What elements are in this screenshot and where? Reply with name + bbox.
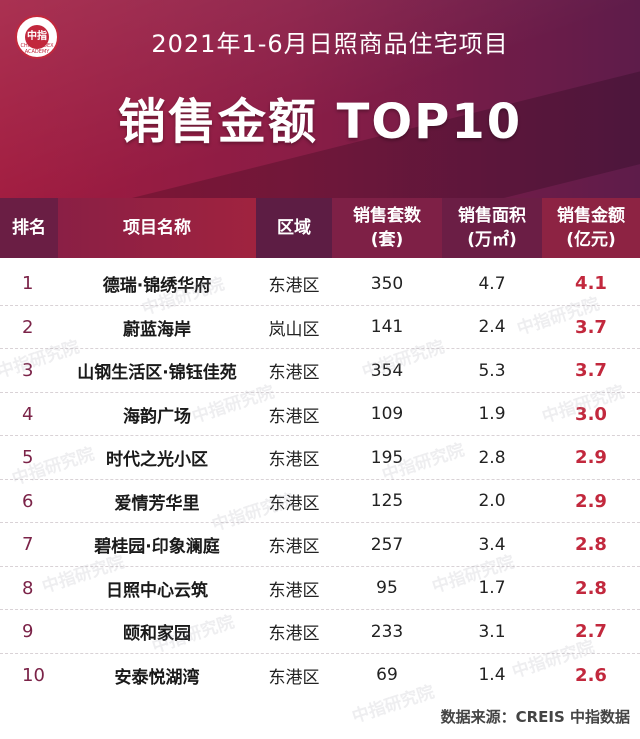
row-divider — [0, 478, 640, 480]
district-cell: 东港区 — [268, 537, 320, 558]
units-cell: 141 — [370, 317, 404, 338]
row-divider — [0, 609, 640, 610]
district-cell: 东港区 — [268, 493, 320, 514]
project-name-cell: 爱情芳华里 — [114, 493, 200, 514]
logo-emblem: 中指 — [25, 25, 49, 49]
rank-cell: 4 — [22, 403, 34, 425]
units-cell: 233 — [370, 621, 404, 642]
district-cell: 东港区 — [268, 406, 320, 427]
column-header-district: 区域 — [256, 198, 332, 258]
column-header-amount: 销售金额 (亿元) — [542, 198, 640, 258]
rank-cell: 9 — [22, 621, 34, 643]
district-cell: 东港区 — [268, 450, 320, 471]
area-cell: 2.8 — [478, 447, 506, 468]
units-cell: 125 — [370, 491, 404, 512]
row-divider — [0, 435, 640, 436]
amount-cell: 2.8 — [575, 534, 607, 556]
title-banner: 中指 CHINA INDEX ACADEMY 2021年1-6月日照商品住宅项目… — [0, 0, 640, 198]
amount-cell: 2.6 — [575, 664, 607, 686]
units-cell: 95 — [376, 578, 398, 599]
rank-cell: 2 — [22, 316, 34, 338]
table-row: 8 日照中心云筑 东港区 95 1.7 2.8 — [0, 567, 640, 610]
district-cell: 东港区 — [268, 363, 320, 384]
china-index-academy-logo: 中指 CHINA INDEX ACADEMY — [15, 15, 59, 59]
area-cell: 1.7 — [478, 578, 506, 599]
rank-cell: 7 — [22, 534, 34, 556]
project-name-cell: 德瑞·锦绣华府 — [102, 276, 212, 297]
amount-cell: 2.9 — [575, 490, 607, 512]
area-cell: 5.3 — [478, 360, 506, 381]
column-header-name: 项目名称 — [58, 198, 256, 258]
rank-cell: 3 — [22, 360, 34, 382]
table-row: 7 碧桂园·印象澜庭 东港区 257 3.4 2.8 — [0, 523, 640, 567]
units-cell: 350 — [370, 273, 404, 294]
data-source: 数据来源：CREIS 中指数据 — [440, 708, 630, 726]
column-header-area: 销售面积 (万㎡) — [442, 198, 542, 258]
project-name-cell: 碧桂园·印象澜庭 — [94, 537, 220, 558]
logo-caption: CHINA INDEX ACADEMY — [20, 43, 54, 55]
page-subtitle: 2021年1-6月日照商品住宅项目 — [151, 30, 509, 58]
area-cell: 3.1 — [478, 621, 506, 642]
area-cell: 2.4 — [478, 317, 506, 338]
table-row: 5 时代之光小区 东港区 195 2.8 2.9 — [0, 436, 640, 480]
banner-highlight — [0, 0, 640, 198]
row-divider — [0, 348, 640, 349]
amount-cell: 3.7 — [575, 316, 607, 338]
units-cell: 109 — [370, 404, 404, 425]
amount-cell: 2.9 — [575, 447, 607, 469]
units-cell: 257 — [370, 534, 404, 555]
amount-cell: 3.0 — [575, 403, 607, 425]
units-cell: 69 — [376, 665, 398, 686]
area-cell: 2.0 — [478, 491, 506, 512]
rank-cell: 8 — [22, 577, 34, 599]
amount-cell: 2.7 — [575, 621, 607, 643]
project-name-cell: 时代之光小区 — [106, 450, 208, 471]
table-body: 1 德瑞·锦绣华府 东港区 350 4.7 4.1 2 蔚蓝海岸 岚山区 141… — [0, 262, 640, 697]
district-cell: 东港区 — [268, 276, 320, 297]
district-cell: 岚山区 — [268, 319, 320, 340]
column-header-rank: 排名 — [0, 198, 58, 258]
row-divider — [0, 391, 640, 393]
rank-cell: 10 — [22, 664, 45, 686]
district-cell: 东港区 — [268, 667, 320, 688]
table-row: 9 颐和家园 东港区 233 3.1 2.7 — [0, 610, 640, 654]
area-cell: 3.4 — [478, 534, 506, 555]
project-name-cell: 安泰悦湖湾 — [114, 667, 200, 688]
district-cell: 东港区 — [268, 624, 320, 645]
area-cell: 1.9 — [478, 404, 506, 425]
table-row: 1 德瑞·锦绣华府 东港区 350 4.7 4.1 — [0, 262, 640, 306]
row-divider — [0, 565, 640, 567]
project-name-cell: 海韵广场 — [123, 406, 191, 427]
rank-cell: 1 — [22, 273, 34, 295]
amount-cell: 2.8 — [575, 577, 607, 599]
table-header: 排名 项目名称 区域 销售套数 (套) 销售面积 (万㎡) 销售金额 (亿元) — [0, 198, 640, 258]
table-row: 4 海韵广场 东港区 109 1.9 3.0 — [0, 393, 640, 436]
area-cell: 1.4 — [478, 665, 506, 686]
units-cell: 354 — [370, 360, 404, 381]
row-divider — [0, 652, 640, 654]
page-title: 销售金额 TOP10 — [117, 94, 523, 150]
amount-cell: 4.1 — [575, 273, 607, 295]
rank-cell: 6 — [22, 490, 34, 512]
project-name-cell: 蔚蓝海岸 — [123, 319, 191, 340]
row-divider — [0, 522, 640, 523]
column-header-units: 销售套数 (套) — [332, 198, 442, 258]
table-row: 10 安泰悦湖湾 东港区 69 1.4 2.6 — [0, 654, 640, 698]
project-name-cell: 日照中心云筑 — [106, 580, 208, 601]
project-name-cell: 山钢生活区·锦钰佳苑 — [77, 363, 237, 384]
rank-cell: 5 — [22, 447, 34, 469]
district-cell: 东港区 — [268, 580, 320, 601]
table-row: 6 爱情芳华里 东港区 125 2.0 2.9 — [0, 480, 640, 523]
row-divider — [0, 304, 640, 306]
table-row: 2 蔚蓝海岸 岚山区 141 2.4 3.7 — [0, 306, 640, 349]
area-cell: 4.7 — [478, 273, 506, 294]
table-row: 3 山钢生活区·锦钰佳苑 东港区 354 5.3 3.7 — [0, 349, 640, 393]
amount-cell: 3.7 — [575, 360, 607, 382]
units-cell: 195 — [370, 447, 404, 468]
project-name-cell: 颐和家园 — [123, 624, 191, 645]
